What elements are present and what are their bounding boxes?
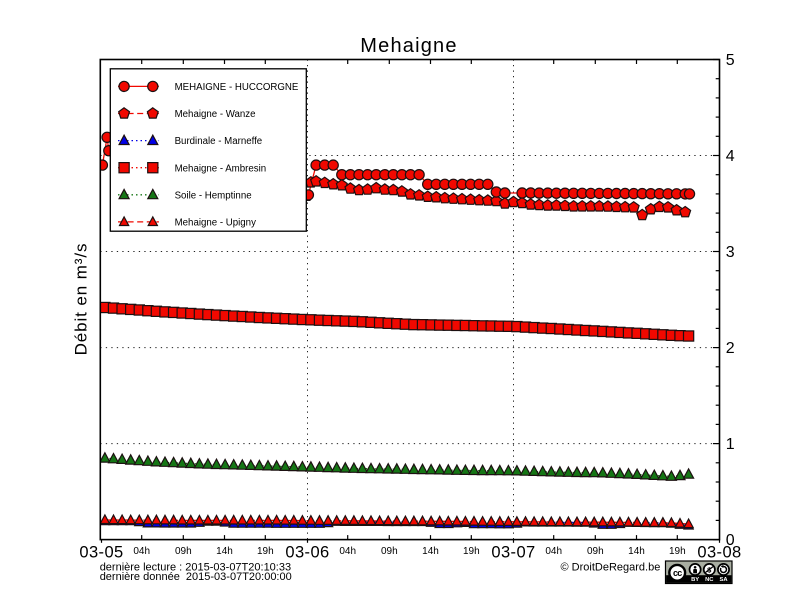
svg-text:14h: 14h xyxy=(422,546,439,557)
svg-text:Débit en m³/s: Débit en m³/s xyxy=(72,243,91,356)
svg-text:Mehaigne - Wanze: Mehaigne - Wanze xyxy=(175,109,256,120)
svg-text:04h: 04h xyxy=(339,546,356,557)
svg-text:4: 4 xyxy=(726,148,735,165)
svg-text:0: 0 xyxy=(726,532,735,549)
svg-text:14h: 14h xyxy=(628,546,645,557)
svg-text:dernière lecture : 2015-03-07T: dernière lecture : 2015-03-07T20:10:33 xyxy=(100,562,291,574)
svg-text:Burdinale - Marneffe: Burdinale - Marneffe xyxy=(175,136,263,147)
svg-text:19h: 19h xyxy=(669,546,686,557)
svg-text:dernière donnée 2015-03-07T20: dernière donnée 2015-03-07T20:00:00 xyxy=(100,571,292,583)
svg-text:Mehaigne - Upigny: Mehaigne - Upigny xyxy=(175,218,256,229)
svg-text:09h: 09h xyxy=(587,546,604,557)
svg-text:Soile - Hemptinne: Soile - Hemptinne xyxy=(175,190,252,201)
svg-text:03-08: 03-08 xyxy=(697,544,741,562)
svg-text:MEHAIGNE - HUCCORGNE: MEHAIGNE - HUCCORGNE xyxy=(175,82,299,93)
svg-text:Mehaigne: Mehaigne xyxy=(360,35,457,57)
svg-text:03-06: 03-06 xyxy=(285,544,329,562)
svg-text:BY: BY xyxy=(691,577,699,583)
svg-text:03-05: 03-05 xyxy=(79,544,123,562)
svg-text:2: 2 xyxy=(726,340,735,357)
svg-text:19h: 19h xyxy=(463,546,480,557)
svg-text:cc: cc xyxy=(673,568,682,578)
svg-text:1: 1 xyxy=(726,436,735,453)
svg-text:09h: 09h xyxy=(175,546,192,557)
svg-text:SA: SA xyxy=(719,577,728,583)
svg-text:19h: 19h xyxy=(257,546,274,557)
svg-text:04h: 04h xyxy=(545,546,562,557)
svg-text:14h: 14h xyxy=(216,546,233,557)
svg-text:04h: 04h xyxy=(133,546,150,557)
svg-text:5: 5 xyxy=(726,52,735,69)
svg-text:03-07: 03-07 xyxy=(491,544,535,562)
svg-text:09h: 09h xyxy=(381,546,398,557)
svg-text:© DroitDeRegard.be: © DroitDeRegard.be xyxy=(561,562,661,574)
svg-text:NC: NC xyxy=(705,577,714,583)
svg-text:3: 3 xyxy=(726,244,735,261)
svg-text:Mehaigne - Ambresin: Mehaigne - Ambresin xyxy=(175,163,267,174)
